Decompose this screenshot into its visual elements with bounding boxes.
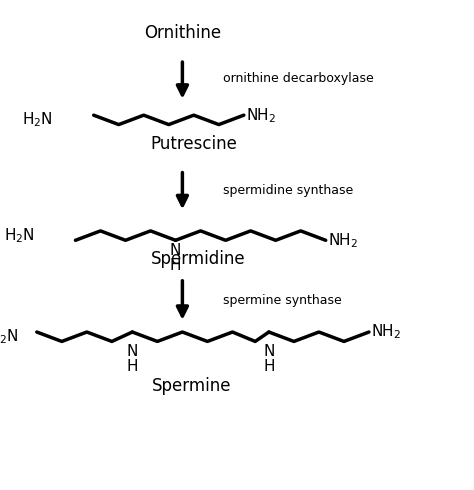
Text: H$_2$N: H$_2$N	[0, 327, 18, 346]
Text: H: H	[127, 359, 138, 374]
Text: Spermine: Spermine	[152, 377, 231, 395]
Text: N: N	[263, 344, 274, 359]
Text: H: H	[170, 258, 182, 273]
Text: H$_2$N: H$_2$N	[4, 226, 35, 245]
Text: Putrescine: Putrescine	[151, 135, 237, 153]
Text: Spermidine: Spermidine	[151, 250, 245, 268]
Text: H: H	[263, 359, 274, 374]
Text: NH$_2$: NH$_2$	[328, 231, 358, 249]
Text: Ornithine: Ornithine	[144, 24, 221, 42]
Text: N: N	[170, 243, 181, 258]
Text: N: N	[127, 344, 138, 359]
Text: ornithine decarboxylase: ornithine decarboxylase	[223, 73, 374, 85]
Text: NH$_2$: NH$_2$	[371, 323, 401, 342]
Text: spermine synthase: spermine synthase	[223, 294, 342, 307]
Text: H$_2$N: H$_2$N	[22, 111, 53, 129]
Text: spermidine synthase: spermidine synthase	[223, 184, 354, 197]
Text: NH$_2$: NH$_2$	[246, 106, 276, 124]
